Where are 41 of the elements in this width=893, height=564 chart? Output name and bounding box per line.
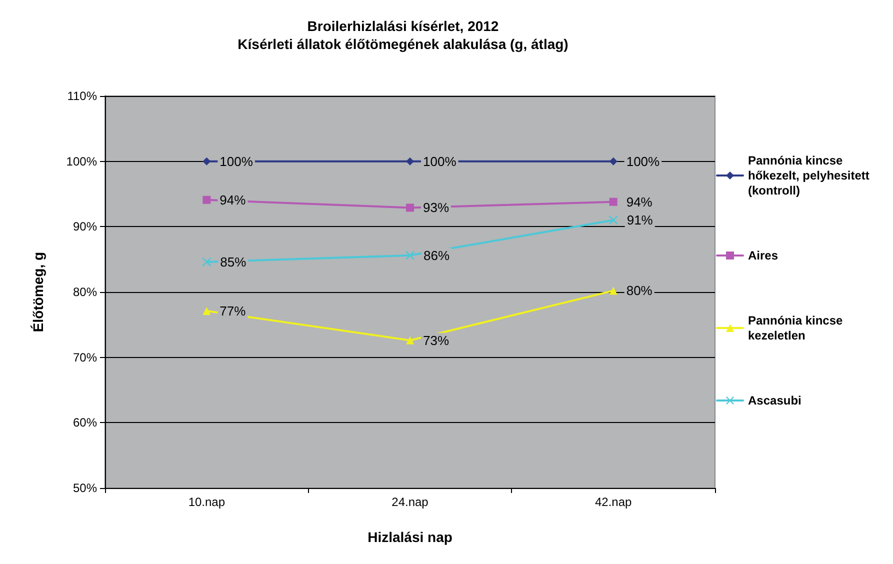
legend-label: Aires: [748, 248, 778, 262]
y-axis-title: Élőtömeg, g: [30, 252, 46, 332]
data-label: 80%: [626, 283, 653, 298]
y-tick-label: 90%: [72, 220, 98, 234]
data-label: 94%: [220, 192, 246, 208]
point: [406, 157, 414, 166]
point: [202, 157, 211, 166]
y-tick-label: 60%: [72, 416, 98, 430]
data-label: 93%: [423, 200, 450, 216]
legend-label: Ascasubi: [748, 394, 802, 408]
x-axis-title: Hizlalási nap: [368, 529, 452, 545]
point: [202, 257, 212, 266]
y-tick-label: 80%: [72, 285, 98, 299]
x-tick-label: 10.nap: [188, 495, 226, 509]
data-label: 77%: [220, 303, 246, 318]
data-label: 100%: [626, 154, 660, 169]
point: [609, 198, 618, 206]
chart-subtitle: Kísérleti állatok élőtömegének alakulása (g, átlag): [238, 36, 568, 52]
data-label: 91%: [626, 212, 654, 228]
point: [406, 204, 414, 212]
x-tick-label: 24.nap: [392, 495, 429, 509]
point: [202, 196, 211, 204]
data-label: 100%: [220, 154, 254, 169]
y-tick-label: 50%: [72, 481, 98, 495]
point: [609, 286, 618, 295]
point: [609, 157, 618, 166]
data-label: 100%: [423, 154, 457, 169]
point: [608, 216, 618, 225]
data-label: 85%: [220, 254, 247, 270]
x-tick-label: 42.nap: [594, 495, 632, 509]
point: [202, 306, 211, 315]
legend-label: Pannónia kincse hőkezelt, pelyhesitett (kontroll): [748, 154, 873, 198]
data-label: 94%: [626, 194, 653, 210]
y-tick-label: 110%: [67, 89, 98, 103]
y-tick-label: 100%: [66, 154, 98, 168]
data-label: 86%: [424, 248, 450, 263]
legend-label: Pannónia kincse kezeletlen: [748, 314, 846, 342]
chart-title: Broilerhizlalási kísérlet, 2012: [307, 18, 499, 34]
point: [406, 336, 414, 344]
y-tick-label: 70%: [72, 350, 98, 364]
data-label: 73%: [423, 332, 450, 348]
